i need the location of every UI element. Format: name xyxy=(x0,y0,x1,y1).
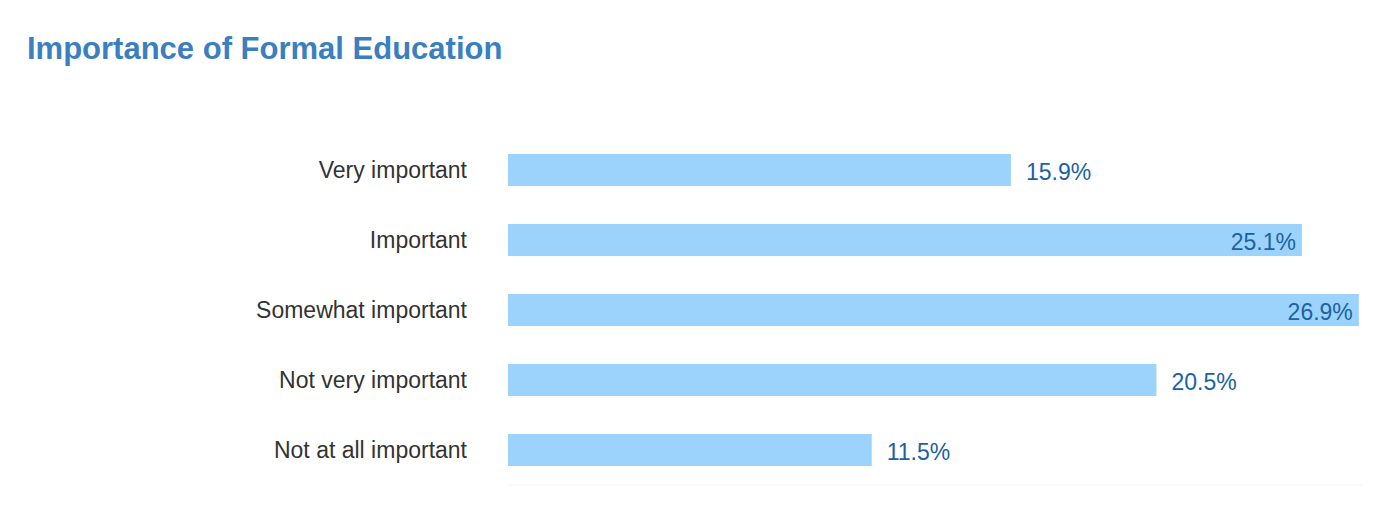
chart-title: Importance of Formal Education xyxy=(27,31,502,66)
category-label: Not at all important xyxy=(274,437,468,463)
category-label: Important xyxy=(370,227,468,253)
data-label: 15.9% xyxy=(1026,159,1091,185)
data-label: 26.9% xyxy=(1288,299,1353,325)
chart-container: Importance of Formal Education Very impor… xyxy=(0,0,1388,508)
chart-svg: Importance of Formal Education Very impor… xyxy=(0,0,1388,508)
bar xyxy=(508,224,1302,256)
category-label: Very important xyxy=(319,157,468,183)
category-label: Somewhat important xyxy=(256,297,468,323)
bar xyxy=(508,434,872,466)
data-label: 20.5% xyxy=(1171,369,1236,395)
bar xyxy=(508,294,1359,326)
value-axis-line xyxy=(508,485,1362,486)
data-label: 11.5% xyxy=(887,439,951,465)
bar xyxy=(508,154,1011,186)
labels: Very important 15.9% Important 25.1% Somewha… xyxy=(256,157,1353,465)
data-label: 25.1% xyxy=(1231,229,1296,255)
bar xyxy=(508,364,1156,396)
bars xyxy=(508,154,1359,466)
category-label: Not very important xyxy=(279,367,468,393)
